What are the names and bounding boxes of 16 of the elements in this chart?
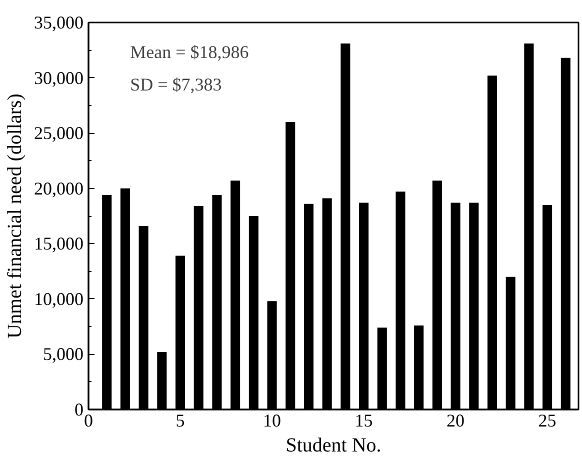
y-tick-label: 10,000 xyxy=(34,288,84,309)
y-tick-label: 15,000 xyxy=(34,234,84,254)
y-tick-label: 25,000 xyxy=(34,123,84,144)
y-tick-label: 35,000 xyxy=(34,12,84,32)
annotation: SD = $7,383 xyxy=(130,74,222,95)
x-tick-label: 10 xyxy=(263,410,282,430)
x-tick-label: 25 xyxy=(538,410,556,430)
x-tick-label: 5 xyxy=(176,410,185,430)
y-tick-label: 5,000 xyxy=(43,344,84,364)
x-tick-label: 20 xyxy=(446,410,465,430)
y-tick-label: 20,000 xyxy=(34,178,84,198)
y-axis-title: Unmet financial need (dollars) xyxy=(4,94,26,338)
annotation: Mean = $18,986 xyxy=(130,42,249,62)
x-tick-label: 15 xyxy=(354,410,373,430)
x-axis-title: Student No. xyxy=(286,434,382,456)
y-tick-label: 30,000 xyxy=(34,68,84,88)
